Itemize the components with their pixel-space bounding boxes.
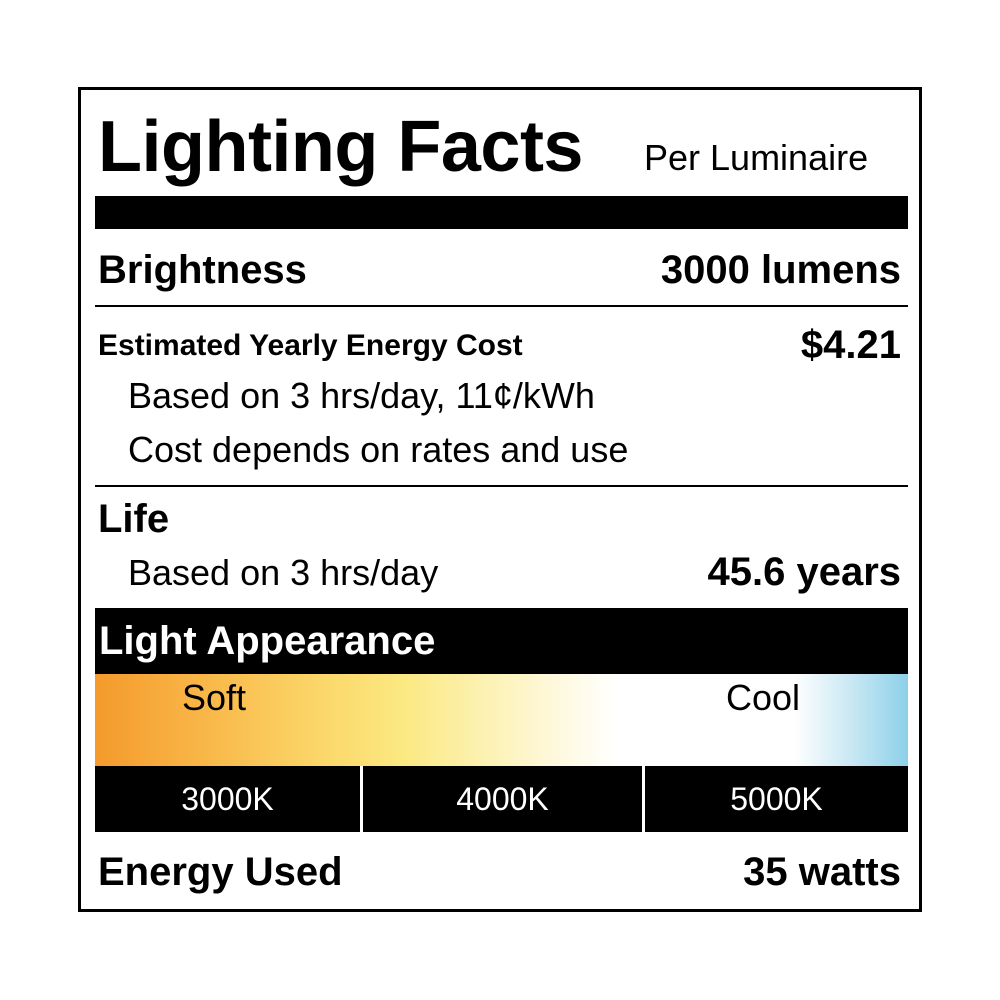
brightness-value: 3000 lumens: [660, 248, 901, 292]
color-temperature-scale: 3000K 4000K 5000K: [95, 766, 908, 832]
energy-cost-value: $4.21: [800, 323, 901, 367]
scale-divider: [642, 766, 645, 832]
life-label: Life: [98, 497, 170, 541]
soft-label: Soft: [182, 677, 247, 718]
energy-cost-disclaimer: Cost depends on rates and use: [128, 429, 629, 470]
energy-cost-divider: [95, 485, 908, 487]
label-title: Lighting Facts: [98, 107, 583, 187]
header-divider-bar: [95, 196, 908, 229]
lighting-facts-label: Lighting Facts Per Luminaire Brightness …: [78, 87, 922, 912]
brightness-label: Brightness: [98, 248, 307, 292]
life-basis: Based on 3 hrs/day: [128, 552, 439, 593]
temperature-3000k: 3000K: [181, 781, 274, 817]
temperature-5000k: 5000K: [730, 781, 823, 817]
scale-divider: [360, 766, 363, 832]
light-appearance-title: Light Appearance: [99, 619, 436, 663]
label-subtitle: Per Luminaire: [644, 137, 869, 178]
energy-used-label: Energy Used: [98, 850, 343, 894]
temperature-4000k: 4000K: [456, 781, 549, 817]
cool-label: Cool: [726, 677, 801, 718]
color-temperature-gradient: [95, 674, 908, 766]
light-appearance-header: [95, 608, 908, 674]
energy-cost-basis: Based on 3 hrs/day, 11¢/kWh: [128, 375, 595, 416]
brightness-divider: [95, 305, 908, 307]
energy-cost-label: Estimated Yearly Energy Cost: [98, 329, 523, 362]
life-value: 45.6 years: [707, 550, 901, 594]
energy-used-value: 35 watts: [743, 850, 901, 894]
